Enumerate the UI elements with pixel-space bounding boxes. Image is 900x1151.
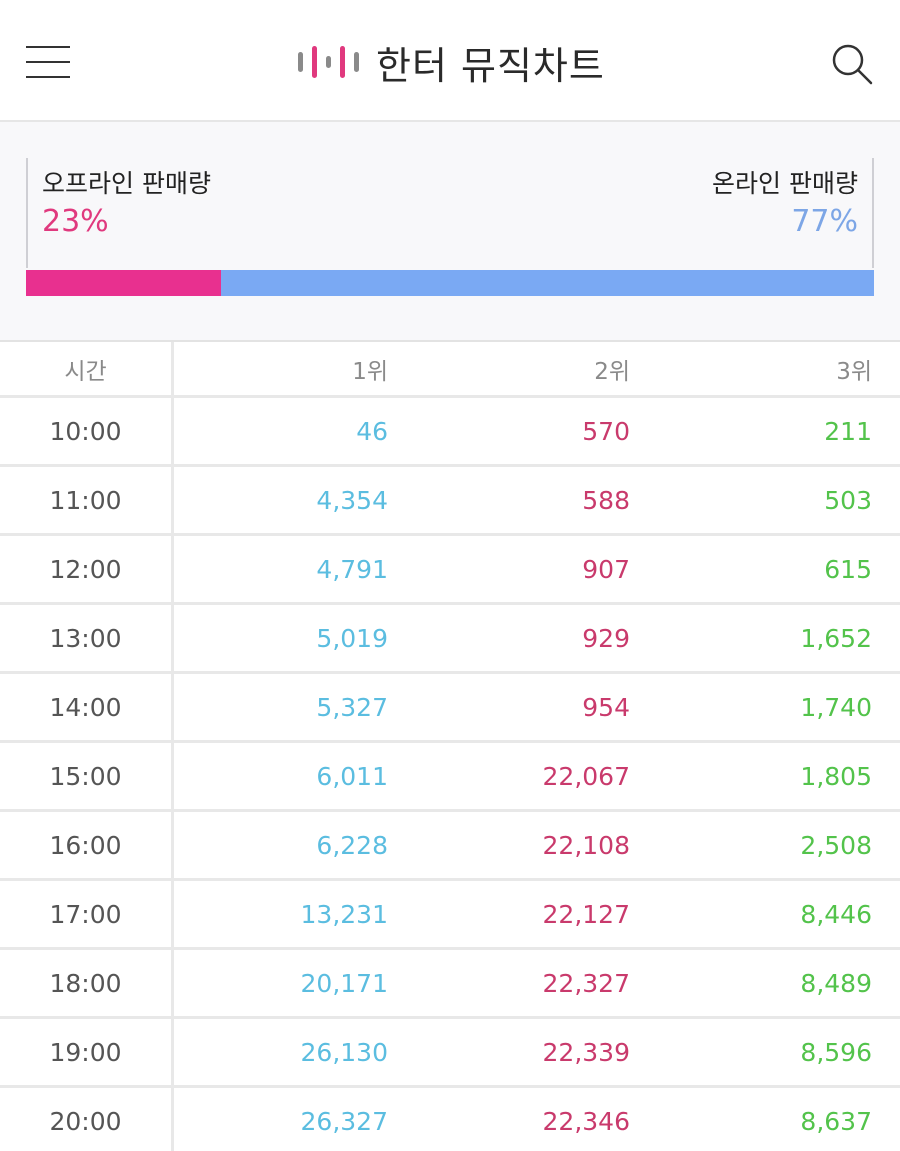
table-row: 20:00 26,327 22,346 8,637: [0, 1088, 900, 1151]
time-cell: 20:00: [0, 1088, 174, 1151]
table-row: 15:00 6,011 22,067 1,805: [0, 743, 900, 812]
time-cell: 19:00: [0, 1019, 174, 1085]
header-rank-2: 2위: [594, 358, 630, 385]
header-time: 시간: [0, 342, 174, 395]
brand[interactable]: 한터 뮤직차트: [296, 36, 605, 88]
rank-3-cell: 2,508: [800, 830, 872, 860]
table-row: 11:00 4,354 588 503: [0, 467, 900, 536]
header-rank-1: 1위: [352, 358, 388, 385]
chart-table: 시간 1위 2위 3위 10:00 46 570 211 11:00 4,354 588 50…: [0, 340, 900, 1151]
rank-1-cell: 6,228: [316, 830, 388, 860]
time-cell: 16:00: [0, 812, 174, 878]
search-icon[interactable]: [830, 42, 874, 86]
rank-2-cell: 22,127: [542, 899, 630, 929]
rank-3-cell: 8,637: [800, 1106, 872, 1136]
app-header: 한터 뮤직차트: [0, 0, 900, 122]
time-cell: 10:00: [0, 398, 174, 464]
rank-1-cell: 13,231: [300, 899, 388, 929]
rank-1-cell: 4,791: [316, 554, 388, 584]
online-sales-label: 온라인 판매량: [712, 169, 858, 198]
page-title: 한터 뮤직차트: [376, 43, 605, 88]
time-cell: 14:00: [0, 674, 174, 740]
rank-2-cell: 929: [582, 623, 630, 653]
time-cell: 18:00: [0, 950, 174, 1016]
bar-logo-icon: [298, 46, 359, 78]
rank-2-cell: 22,327: [542, 968, 630, 998]
rank-2-cell: 954: [582, 692, 630, 722]
rank-3-cell: 8,489: [800, 968, 872, 998]
rank-1-cell: 5,019: [316, 623, 388, 653]
time-cell: 15:00: [0, 743, 174, 809]
rank-2-cell: 22,339: [542, 1037, 630, 1067]
rank-1-cell: 46: [356, 416, 388, 446]
table-row: 16:00 6,228 22,108 2,508: [0, 812, 900, 881]
rank-3-cell: 8,446: [800, 899, 872, 929]
rank-1-cell: 26,130: [300, 1037, 388, 1067]
rank-1-cell: 5,327: [316, 692, 388, 722]
sales-labels: 오프라인 판매량 온라인 판매량 23% 77%: [26, 158, 874, 268]
time-cell: 11:00: [0, 467, 174, 533]
header-rank-3: 3위: [836, 358, 872, 385]
rank-3-cell: 1,805: [800, 761, 872, 791]
table-row: 13:00 5,019 929 1,652: [0, 605, 900, 674]
rank-3-cell: 1,652: [800, 623, 872, 653]
offline-share-fill: [26, 270, 222, 296]
rank-1-cell: 6,011: [316, 761, 388, 791]
rank-2-cell: 588: [582, 485, 630, 515]
table-row: 14:00 5,327 954 1,740: [0, 674, 900, 743]
rank-3-cell: 8,596: [800, 1037, 872, 1067]
rank-2-cell: 22,108: [542, 830, 630, 860]
table-row: 12:00 4,791 907 615: [0, 536, 900, 605]
rank-3-cell: 211: [824, 416, 872, 446]
rank-2-cell: 570: [582, 416, 630, 446]
online-sales-percent: 77%: [791, 204, 858, 239]
rank-2-cell: 907: [582, 554, 630, 584]
sales-share-bar: [26, 270, 874, 296]
table-row: 19:00 26,130 22,339 8,596: [0, 1019, 900, 1088]
rank-1-cell: 26,327: [300, 1106, 388, 1136]
time-cell: 12:00: [0, 536, 174, 602]
offline-sales-percent: 23%: [42, 204, 109, 239]
rank-3-cell: 503: [824, 485, 872, 515]
rank-2-cell: 22,067: [542, 761, 630, 791]
table-row: 18:00 20,171 22,327 8,489: [0, 950, 900, 1019]
time-cell: 13:00: [0, 605, 174, 671]
offline-sales-label: 오프라인 판매량: [42, 169, 211, 198]
table-row: 17:00 13,231 22,127 8,446: [0, 881, 900, 950]
rank-3-cell: 1,740: [800, 692, 872, 722]
time-cell: 17:00: [0, 881, 174, 947]
rank-1-cell: 4,354: [316, 485, 388, 515]
hamburger-menu-icon[interactable]: [26, 42, 70, 82]
table-row: 10:00 46 570 211: [0, 398, 900, 467]
rank-1-cell: 20,171: [300, 968, 388, 998]
sales-share-panel: 오프라인 판매량 온라인 판매량 23% 77%: [0, 122, 900, 340]
rank-3-cell: 615: [824, 554, 872, 584]
table-header-row: 시간 1위 2위 3위: [0, 342, 900, 398]
rank-2-cell: 22,346: [542, 1106, 630, 1136]
